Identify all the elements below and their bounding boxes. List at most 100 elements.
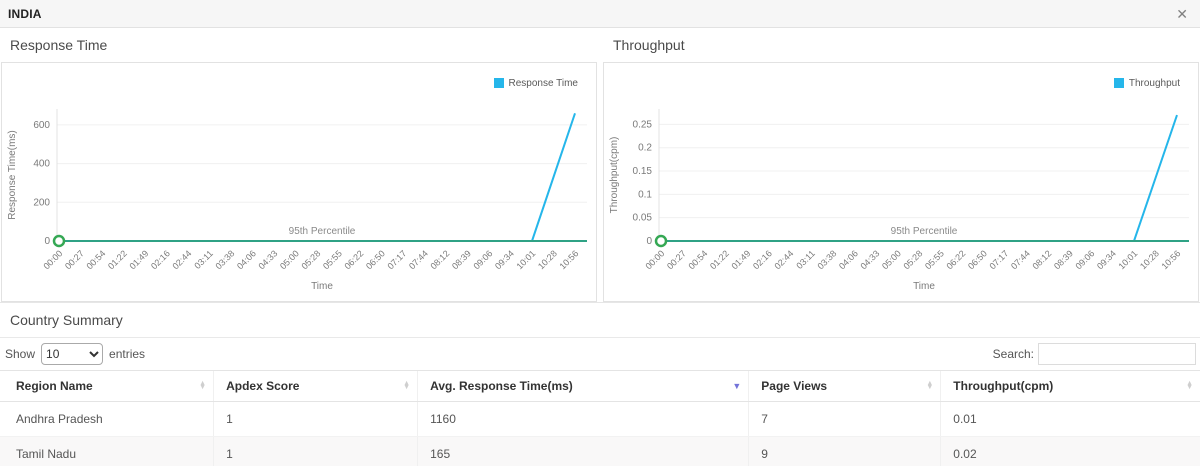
table-row: Andhra Pradesh 1 1160 7 0.01 [0, 401, 1200, 437]
y-axis-title: Response Time(ms) [7, 130, 18, 219]
x-tick-label: 02:16 [751, 248, 774, 271]
search-label: Search: [992, 347, 1034, 361]
column-header-region-name[interactable]: Region Name ▲ ▼ [0, 370, 214, 402]
x-tick-label: 03:38 [815, 248, 838, 271]
sort-toggle-icon[interactable]: ▲ ▼ [926, 379, 934, 391]
x-tick-label: 04:33 [256, 248, 279, 271]
x-tick-label: 00:00 [41, 248, 64, 271]
x-tick-label: 00:27 [63, 248, 86, 271]
x-tick-label: 10:56 [1159, 248, 1182, 271]
country-summary-table: Region Name ▲ ▼ Apdex Score ▲ ▼ Avg. Response … [0, 370, 1200, 466]
legend-swatch-icon [1113, 78, 1124, 88]
x-tick-label: 08:39 [1052, 248, 1075, 271]
cell-avg-response-time-ms-: 165 [417, 436, 749, 466]
legend-item-response-time[interactable]: Response Time [493, 78, 578, 89]
x-tick-label: 10:28 [1138, 248, 1161, 271]
x-tick-label: 07:44 [1009, 248, 1032, 271]
sort-toggle-icon[interactable]: ▲ ▼ [403, 379, 411, 391]
chart-titles-row: Response Time Throughput [0, 28, 1200, 62]
throughput-legend: Throughput [604, 63, 1198, 93]
x-tick-label: 09:06 [471, 248, 494, 271]
x-tick-label: 09:06 [1073, 248, 1096, 271]
x-tick-label: 01:22 [708, 248, 731, 271]
column-label: Region Name [16, 379, 93, 393]
page-title: INDIA [8, 6, 42, 21]
x-tick-label: 04:06 [837, 248, 860, 271]
x-tick-label: 02:16 [149, 248, 172, 271]
page-size-select[interactable]: 10 [41, 343, 104, 365]
search-input[interactable] [1038, 343, 1196, 365]
x-tick-label: 07:17 [385, 248, 408, 271]
cell-page-views: 9 [748, 436, 941, 466]
x-tick-label: 01:22 [106, 248, 129, 271]
y-tick-label: 600 [33, 120, 50, 131]
column-label: Page Views [761, 379, 828, 393]
percentile-label: 95th Percentile [289, 226, 356, 237]
x-tick-label: 09:34 [1095, 248, 1118, 271]
x-tick-label: 04:33 [858, 248, 881, 271]
cell-apdex-score: 1 [213, 401, 418, 437]
x-tick-label: 09:34 [493, 248, 516, 271]
country-summary-header: Country Summary [0, 302, 1200, 338]
x-tick-label: 00:27 [665, 248, 688, 271]
x-axis-title: Time [913, 281, 935, 292]
x-tick-label: 07:44 [407, 248, 430, 271]
x-tick-label: 06:22 [944, 248, 967, 271]
series-line [59, 112, 576, 242]
table-row: Tamil Nadu 1 165 9 0.02 [0, 436, 1200, 466]
x-tick-label: 10:28 [536, 248, 559, 271]
column-label: Apdex Score [226, 379, 300, 393]
cell-apdex-score: 1 [213, 436, 418, 466]
sort-toggle-icon[interactable]: ▲ ▼ [1186, 379, 1193, 391]
cell-region-name: Tamil Nadu [0, 436, 214, 466]
sort-descending-icon[interactable]: ▼ [732, 381, 742, 391]
cell-page-views: 7 [748, 401, 941, 437]
table-controls: Show 10 entries Search: [0, 338, 1200, 370]
country-summary-title: Country Summary [10, 312, 123, 328]
x-tick-label: 06:50 [966, 248, 989, 271]
x-tick-label: 06:22 [342, 248, 365, 271]
x-tick-label: 01:49 [729, 248, 752, 271]
entries-label: entries [109, 347, 146, 361]
x-tick-label: 03:11 [794, 248, 817, 271]
legend-item-throughput[interactable]: Throughput [1113, 78, 1180, 89]
percentile-marker [52, 234, 66, 248]
x-axis-title: Time [311, 281, 333, 292]
y-tick-label: 0.25 [633, 119, 653, 130]
sort-toggle-icon[interactable]: ▲ ▼ [199, 379, 207, 391]
column-header-avg-response-time-ms-[interactable]: Avg. Response Time(ms) ▼ [417, 370, 749, 402]
cell-throughput-cpm-: 0.01 [940, 401, 1200, 437]
cell-region-name: Andhra Pradesh [0, 401, 214, 437]
x-tick-label: 05:28 [299, 248, 322, 271]
y-tick-label: 0.15 [633, 166, 653, 177]
x-tick-label: 00:00 [643, 248, 666, 271]
x-tick-label: 08:12 [1030, 248, 1053, 271]
y-tick-label: 0.05 [633, 213, 653, 224]
column-header-apdex-score[interactable]: Apdex Score ▲ ▼ [213, 370, 418, 402]
table-header-row: Region Name ▲ ▼ Apdex Score ▲ ▼ Avg. Response … [0, 370, 1200, 402]
x-tick-label: 02:44 [170, 248, 193, 271]
x-tick-label: 05:00 [278, 248, 301, 271]
x-tick-label: 05:55 [923, 248, 946, 271]
x-tick-label: 10:56 [557, 248, 580, 271]
column-header-throughput-cpm-[interactable]: Throughput(cpm) ▲ ▼ [940, 370, 1200, 402]
x-tick-label: 05:55 [321, 248, 344, 271]
x-tick-label: 00:54 [686, 248, 709, 271]
y-tick-label: 0.2 [638, 143, 652, 154]
throughput-chart-panel: Throughput 0 0.05 0.1 0.15 0.2 0.25 Throughput… [603, 62, 1199, 302]
throughput-chart-canvas: 00.050.10.150.20.25Throughput(cpm)00:000… [609, 109, 1189, 292]
cell-throughput-cpm-: 0.02 [940, 436, 1200, 466]
x-tick-label: 01:49 [127, 248, 150, 271]
x-tick-label: 05:28 [901, 248, 924, 271]
show-label: Show [5, 347, 36, 361]
x-tick-label: 00:54 [84, 248, 107, 271]
x-tick-label: 03:11 [192, 248, 215, 271]
close-icon[interactable]: ✕ [1176, 5, 1188, 22]
x-tick-label: 05:00 [880, 248, 903, 271]
x-tick-label: 08:39 [450, 248, 473, 271]
y-tick-label: 400 [33, 159, 50, 170]
column-header-page-views[interactable]: Page Views ▲ ▼ [748, 370, 941, 402]
x-tick-label: 10:01 [514, 248, 537, 271]
y-tick-label: 0 [44, 236, 50, 247]
throughput-chart-title: Throughput [613, 37, 685, 53]
